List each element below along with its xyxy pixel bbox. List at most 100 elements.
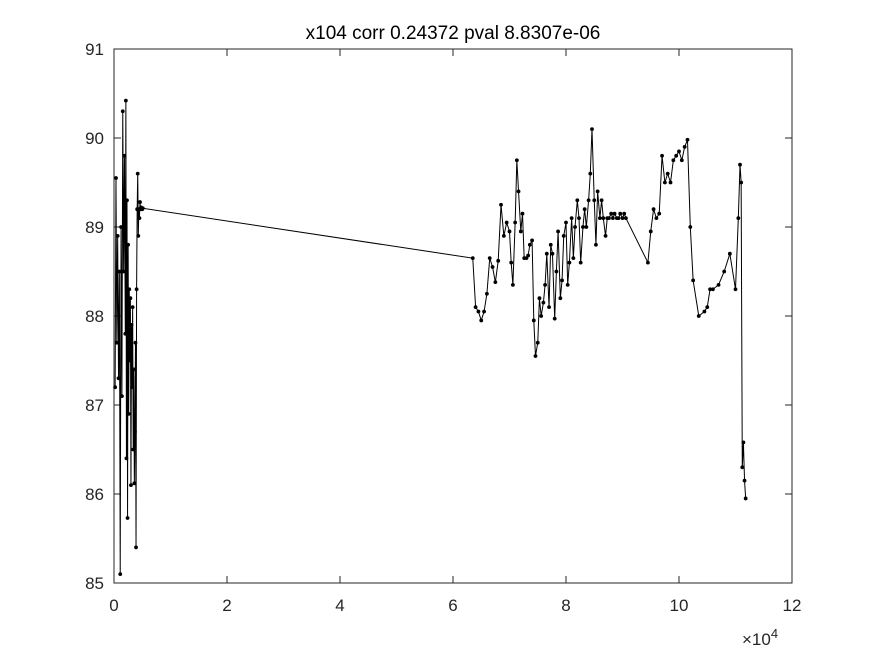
data-point — [688, 225, 693, 229]
data-point — [561, 234, 566, 238]
data-point — [716, 282, 721, 287]
data-point — [618, 211, 623, 216]
data-point — [128, 296, 133, 301]
data-point — [531, 318, 536, 323]
data-point — [739, 180, 744, 185]
data-point — [126, 242, 131, 247]
data-point — [592, 198, 597, 203]
data-point — [571, 256, 576, 261]
data-point — [581, 225, 585, 229]
data-point — [682, 145, 687, 149]
y-axis: 85 86 87 88 89 90 91 — [85, 40, 792, 593]
data-point — [479, 318, 484, 323]
data-point — [616, 216, 621, 221]
data-point — [130, 305, 135, 309]
x-tick-label: 8 — [561, 596, 570, 615]
data-point — [119, 225, 123, 229]
data-point — [654, 216, 659, 221]
data-point — [554, 269, 559, 274]
data-point — [548, 242, 553, 247]
data-point — [537, 296, 542, 301]
data-point — [727, 251, 732, 256]
data-point — [677, 149, 681, 154]
data-point — [496, 258, 501, 263]
y-tick-label: 88 — [85, 307, 104, 326]
data-point — [541, 300, 546, 305]
data-point — [539, 314, 544, 318]
data-point — [671, 158, 676, 163]
data-point — [584, 225, 589, 229]
x-tick-label: 4 — [335, 596, 344, 615]
data-point — [501, 234, 506, 238]
x-tick-label: 12 — [783, 596, 802, 615]
data-point — [612, 211, 617, 216]
data-point — [741, 440, 746, 445]
data-point — [516, 189, 521, 194]
y-tick-label: 89 — [85, 218, 104, 237]
data-point — [590, 127, 594, 131]
data-point — [513, 220, 518, 225]
data-point — [691, 278, 696, 283]
data-point — [133, 340, 138, 345]
data-point — [552, 316, 557, 321]
data-point — [530, 238, 534, 243]
x-tick-label: 10 — [670, 596, 689, 615]
data-point — [603, 234, 608, 238]
data-point — [599, 198, 604, 203]
data-point — [594, 242, 598, 247]
data-point — [736, 216, 741, 221]
data-point — [550, 251, 555, 256]
data-point — [140, 206, 145, 211]
data-point — [470, 256, 475, 261]
data-point — [137, 216, 142, 221]
data-point — [607, 216, 611, 221]
data-point — [609, 211, 614, 216]
data-point — [575, 198, 580, 203]
data-point — [134, 545, 138, 550]
data-point — [490, 265, 495, 269]
data-point — [114, 340, 119, 345]
data-point — [651, 207, 656, 212]
data-point — [129, 323, 134, 327]
data-point — [120, 394, 124, 398]
data-point — [120, 109, 125, 114]
data-point — [577, 216, 581, 221]
data-point — [665, 171, 670, 176]
data-point — [564, 220, 568, 225]
data-point — [527, 242, 532, 247]
data-point — [487, 256, 492, 261]
data-point — [514, 158, 519, 163]
data-point — [543, 282, 547, 287]
data-point — [567, 260, 572, 265]
data-point — [573, 225, 577, 229]
data-point — [722, 269, 727, 274]
data-point — [499, 202, 503, 207]
data-point — [668, 180, 673, 185]
data-point — [130, 385, 134, 390]
data-point — [620, 216, 625, 221]
data-point — [588, 171, 593, 176]
data-point — [578, 260, 583, 265]
x-axis-exponent-power: 4 — [771, 626, 778, 641]
data-point — [126, 412, 131, 416]
data-point — [518, 229, 523, 234]
data-point — [685, 137, 690, 142]
data-point — [476, 309, 481, 314]
data-point — [660, 153, 664, 158]
y-tick-label: 85 — [85, 574, 104, 593]
series-layer — [113, 98, 748, 576]
data-point — [493, 280, 498, 285]
data-point — [535, 340, 540, 345]
data-point — [131, 447, 136, 452]
data-point — [622, 211, 627, 216]
data-point — [733, 287, 738, 292]
x-tick-label: 2 — [222, 596, 231, 615]
x-tick-label: 0 — [109, 596, 118, 615]
plot-area-frame — [113, 48, 793, 584]
data-point — [121, 269, 126, 274]
data-point — [504, 220, 509, 225]
data-point — [743, 496, 748, 501]
data-point — [132, 481, 137, 486]
data-point — [601, 216, 606, 221]
